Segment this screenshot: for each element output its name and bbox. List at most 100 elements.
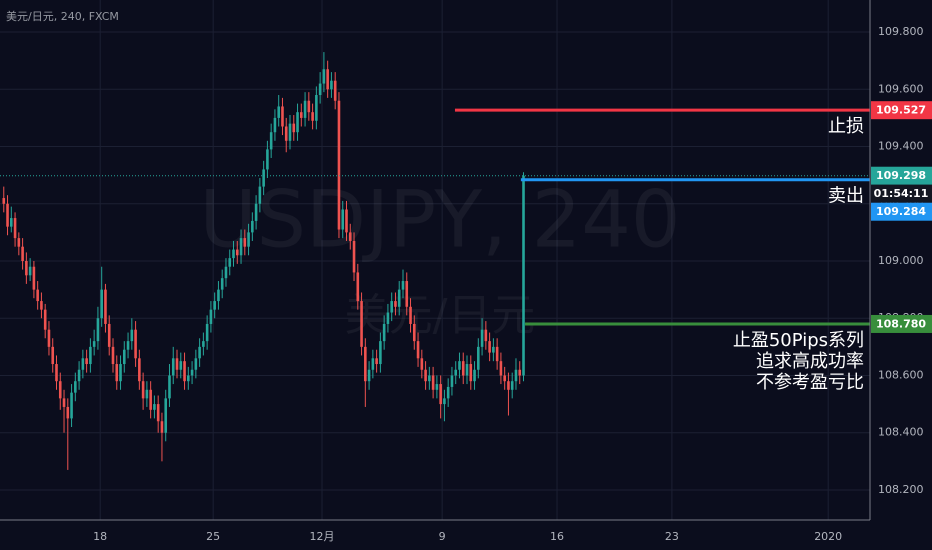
candle-body bbox=[28, 266, 32, 276]
candle-body bbox=[477, 346, 480, 370]
candle-body bbox=[480, 329, 484, 347]
candle-body bbox=[428, 375, 431, 382]
candle-body bbox=[145, 389, 149, 399]
watermark: USDJPY, 240 bbox=[199, 175, 680, 265]
candle-body bbox=[51, 346, 55, 365]
candle-body bbox=[405, 281, 409, 307]
candle-body bbox=[507, 381, 510, 390]
candle-body bbox=[473, 369, 476, 382]
level-label-bg bbox=[871, 101, 932, 120]
candle-body bbox=[450, 375, 454, 387]
candle-body bbox=[247, 232, 250, 247]
last-price-label-bg bbox=[871, 166, 932, 185]
candle-body bbox=[352, 240, 356, 273]
level-note: 止盈50Pips系列 bbox=[733, 330, 864, 351]
candle-body bbox=[21, 246, 24, 262]
candle-body bbox=[107, 323, 111, 347]
candle-body bbox=[262, 169, 265, 187]
candle-body bbox=[360, 301, 363, 347]
level-note: 止损 bbox=[828, 116, 864, 137]
candle-body bbox=[394, 301, 397, 307]
candle-body bbox=[77, 369, 81, 382]
candle-body bbox=[379, 341, 382, 365]
candle-body bbox=[469, 364, 473, 382]
candle-body bbox=[119, 364, 122, 382]
candle-body bbox=[43, 309, 47, 330]
candle-body bbox=[367, 369, 371, 382]
candle-body bbox=[198, 346, 201, 359]
candle-body bbox=[288, 123, 292, 141]
candle-body bbox=[17, 238, 21, 247]
countdown-label: 01:54:11 bbox=[874, 187, 929, 200]
candle-body bbox=[488, 341, 491, 353]
candle-body bbox=[281, 106, 284, 127]
candle-body bbox=[345, 209, 348, 233]
x-tick-label: 23 bbox=[665, 530, 679, 543]
candle-body bbox=[330, 80, 333, 90]
candle-body bbox=[74, 381, 77, 393]
candle-body bbox=[100, 289, 103, 319]
candle-body bbox=[439, 384, 442, 405]
candle-body bbox=[66, 406, 70, 419]
candle-body bbox=[492, 346, 495, 353]
candle-body bbox=[311, 112, 314, 121]
candle-body bbox=[115, 364, 119, 382]
candle-body bbox=[6, 203, 9, 227]
candle-body bbox=[160, 421, 164, 433]
candle-body bbox=[454, 369, 458, 376]
candle-body bbox=[251, 220, 254, 233]
candle-body bbox=[296, 112, 299, 133]
candle-body bbox=[420, 358, 424, 370]
candle-body bbox=[341, 209, 345, 230]
x-tick-label: 2020 bbox=[814, 530, 842, 543]
candle-body bbox=[81, 358, 85, 370]
level-label: 108.780 bbox=[876, 317, 926, 330]
last-price-label: 109.298 bbox=[876, 169, 926, 182]
candle-body bbox=[32, 266, 36, 290]
candle-body bbox=[254, 203, 258, 221]
level-label: 109.527 bbox=[876, 104, 926, 117]
candle-body bbox=[183, 361, 186, 382]
countdown-label-bg bbox=[871, 184, 932, 203]
y-tick-label: 109.800 bbox=[878, 25, 924, 38]
watermark-sub: 美元/日元 bbox=[345, 290, 536, 341]
candle-body bbox=[514, 369, 518, 382]
candle-body bbox=[153, 404, 156, 410]
candle-body bbox=[205, 323, 209, 342]
candle-body bbox=[364, 346, 367, 382]
candle-body bbox=[443, 398, 446, 405]
candle-body bbox=[92, 341, 96, 347]
candle-body bbox=[277, 106, 281, 118]
candle-body bbox=[322, 69, 326, 84]
candle-body bbox=[503, 375, 506, 382]
candle-body bbox=[202, 341, 205, 347]
candle-body bbox=[412, 323, 416, 342]
candle-body bbox=[318, 83, 322, 96]
level-note: 追求高成功率 bbox=[756, 351, 864, 372]
candle-body bbox=[62, 398, 66, 407]
candle-body bbox=[134, 329, 137, 359]
candle-body bbox=[243, 238, 247, 247]
candle-body bbox=[484, 329, 488, 342]
candle-body bbox=[465, 364, 469, 376]
candle-body bbox=[375, 358, 378, 365]
candle-body bbox=[435, 384, 439, 390]
x-tick-label: 9 bbox=[439, 530, 446, 543]
candle-body bbox=[284, 126, 288, 141]
y-tick-label: 108.400 bbox=[878, 426, 924, 439]
candle-body bbox=[424, 369, 427, 382]
y-tick-label: 109.000 bbox=[878, 254, 924, 267]
candle-body bbox=[126, 341, 130, 350]
candle-body bbox=[461, 361, 465, 376]
candle-body bbox=[522, 175, 525, 376]
chart-title: 美元/日元, 240, FXCM bbox=[6, 10, 119, 23]
candle-body bbox=[499, 361, 503, 376]
candle-body bbox=[55, 364, 58, 382]
candle-body bbox=[416, 341, 420, 359]
candle-body bbox=[239, 238, 243, 256]
y-tick-label: 108.200 bbox=[878, 483, 924, 496]
candle-body bbox=[299, 112, 303, 118]
candle-body bbox=[495, 346, 499, 362]
